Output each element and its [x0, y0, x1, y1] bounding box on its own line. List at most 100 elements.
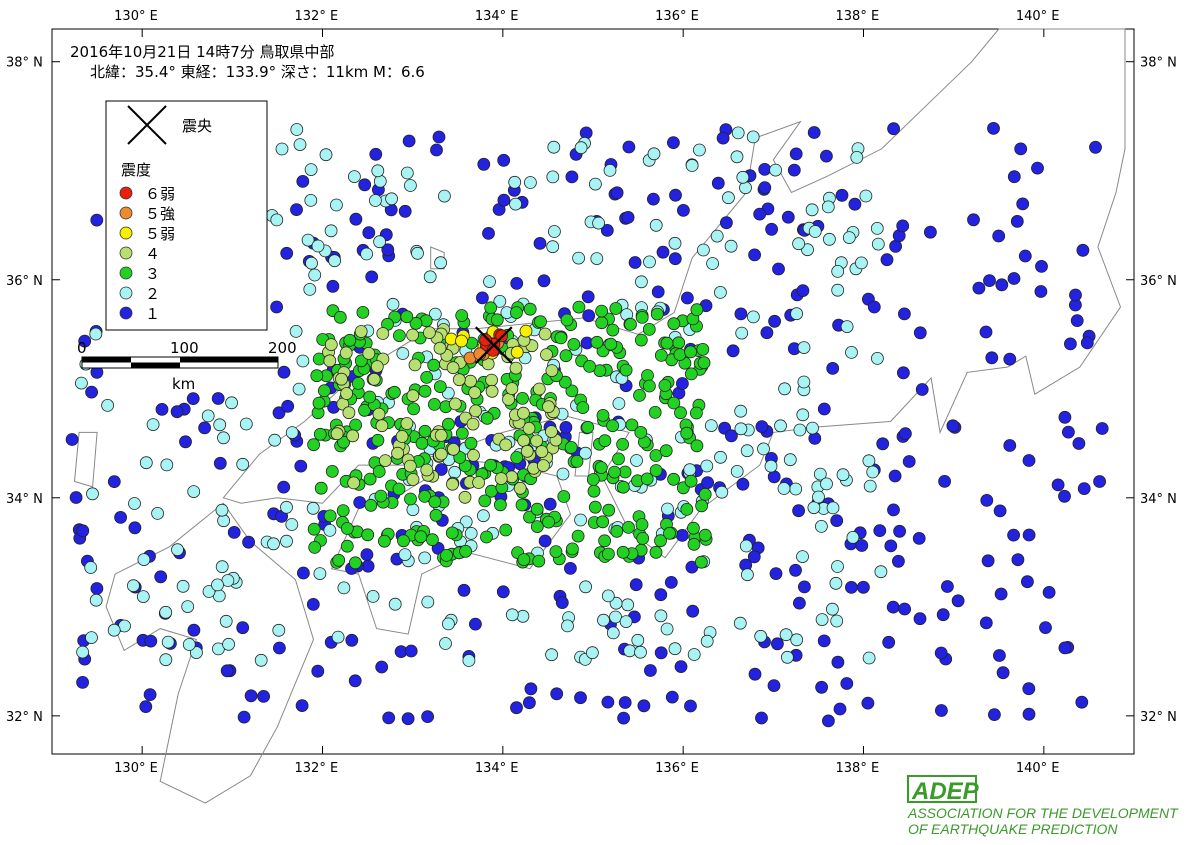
station-dot — [361, 559, 375, 573]
station-dot — [545, 364, 559, 378]
station-dot — [333, 310, 347, 324]
station-dot — [574, 691, 587, 705]
station-dot — [634, 333, 648, 347]
station-dot — [579, 580, 592, 594]
legend-label: ３ — [145, 265, 160, 283]
station-dot — [397, 534, 410, 548]
station-dot — [434, 256, 448, 270]
station-dot — [406, 473, 420, 486]
station-dot — [1077, 482, 1091, 496]
station-dot — [695, 499, 708, 513]
station-dot — [523, 510, 536, 524]
station-dot — [510, 345, 524, 359]
station-dot — [586, 473, 600, 486]
station-dot — [1064, 337, 1077, 351]
station-dot — [458, 490, 472, 504]
station-dot — [576, 401, 590, 415]
station-dot — [700, 459, 714, 473]
station-dot — [90, 213, 104, 227]
station-dot — [354, 325, 368, 338]
station-dot — [548, 225, 561, 238]
station-dot — [668, 642, 682, 656]
station-dot — [311, 664, 325, 678]
station-dot — [494, 472, 508, 486]
station-dot — [979, 616, 993, 630]
station-dot — [485, 384, 499, 398]
station-dot — [673, 348, 687, 362]
station-dot — [400, 310, 414, 324]
station-dot — [676, 377, 689, 390]
station-dot — [1093, 475, 1106, 488]
station-dot — [587, 484, 601, 498]
station-dot — [345, 633, 359, 647]
station-dot — [1014, 142, 1028, 156]
station-dot — [850, 150, 864, 164]
station-dot — [433, 380, 447, 394]
station-dot — [505, 470, 519, 484]
station-dot — [1058, 489, 1071, 503]
station-dot — [616, 545, 630, 559]
station-dot — [700, 634, 714, 648]
station-dot — [1022, 528, 1036, 542]
station-dot — [406, 389, 420, 403]
station-dot — [179, 435, 192, 449]
station-dot — [86, 487, 99, 501]
station-dot — [845, 345, 858, 359]
station-dot — [546, 240, 560, 254]
station-dot — [789, 147, 803, 161]
station-dot — [697, 243, 710, 257]
station-dot — [596, 515, 610, 529]
station-dot — [392, 482, 406, 496]
station-dot — [609, 302, 623, 315]
station-dot — [668, 252, 682, 266]
station-dot — [664, 576, 678, 589]
station-dot — [467, 448, 480, 462]
station-dot — [654, 588, 668, 602]
station-dot — [219, 614, 233, 628]
station-dot — [817, 634, 831, 648]
station-dot — [85, 385, 98, 399]
station-dot — [1022, 454, 1036, 467]
station-dot — [408, 358, 422, 372]
station-dot — [654, 646, 668, 660]
station-dot — [522, 421, 536, 435]
station-dot — [360, 548, 374, 561]
lat-label-left: 38° N — [6, 56, 43, 71]
station-dot — [616, 437, 629, 451]
station-dot — [621, 598, 635, 612]
station-dot — [517, 434, 531, 448]
station-dot — [667, 472, 680, 486]
lat-label-left: 32° N — [6, 710, 43, 725]
station-dot — [787, 163, 801, 177]
station-dot — [280, 500, 293, 514]
lat-label-right: 38° N — [1140, 56, 1177, 71]
station-dot — [564, 562, 577, 575]
station-dot — [307, 438, 321, 452]
station-dot — [617, 711, 630, 725]
lon-label-bottom: 132° E — [295, 761, 339, 776]
station-dot — [667, 396, 681, 410]
station-dot — [392, 329, 406, 343]
station-dot — [623, 644, 637, 658]
station-dot — [649, 218, 663, 232]
station-dot — [739, 539, 753, 553]
station-dot — [285, 426, 299, 440]
station-dot — [995, 278, 1009, 292]
station-dot — [367, 372, 381, 386]
station-dot — [301, 233, 315, 247]
station-dot — [588, 500, 602, 514]
station-dot — [342, 406, 356, 420]
station-dot — [155, 402, 169, 416]
station-dot — [859, 189, 873, 203]
lon-label-top: 140° E — [1016, 9, 1060, 24]
station-dot — [313, 567, 327, 580]
station-dot — [171, 543, 184, 557]
station-dot — [1016, 197, 1030, 211]
station-dot — [523, 696, 536, 710]
logo-line2: OF EARTHQUAKE PREDICTION — [908, 821, 1118, 837]
station-dot — [565, 170, 579, 184]
station-dot — [572, 251, 585, 265]
station-dot — [510, 276, 524, 290]
station-dot — [724, 239, 738, 253]
station-dot — [340, 539, 354, 553]
